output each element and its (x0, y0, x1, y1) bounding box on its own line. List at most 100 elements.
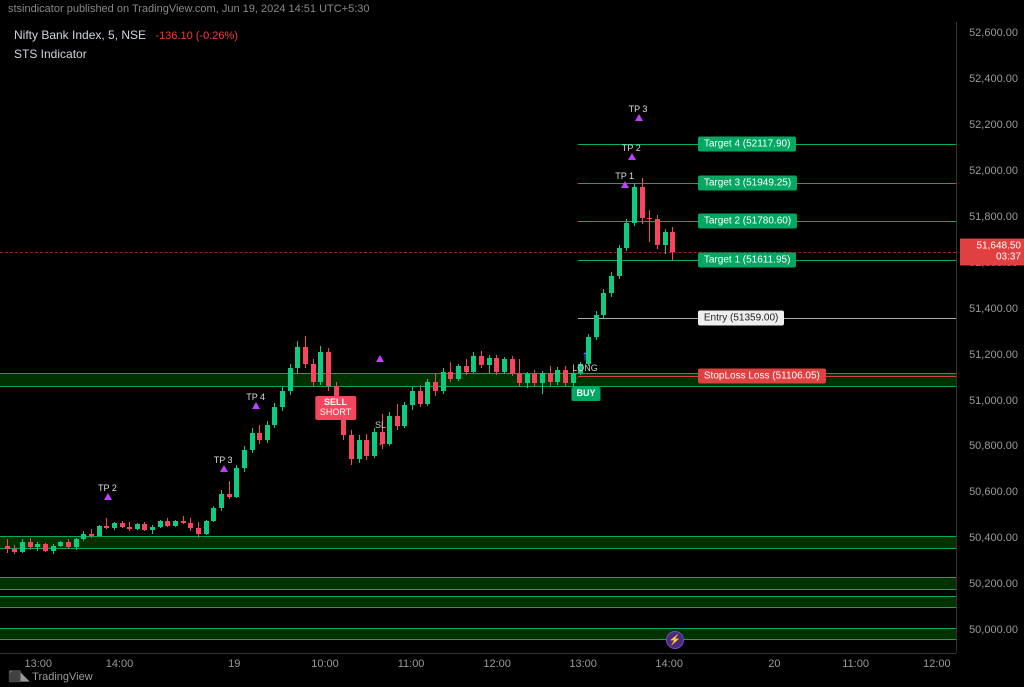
brand-text: TradingView (32, 671, 93, 683)
y-tick: 50,600.00 (958, 486, 1018, 498)
candle (257, 425, 262, 445)
candle (433, 373, 438, 396)
candle (227, 481, 232, 499)
candle (410, 387, 415, 410)
last-price-line (0, 252, 956, 253)
candle (532, 370, 537, 387)
candle (670, 227, 675, 260)
candle (418, 385, 423, 408)
candle (127, 522, 132, 531)
candle (632, 183, 637, 227)
candle (58, 541, 63, 548)
candle (120, 521, 125, 528)
published-text: published on TradingView.com, (67, 3, 219, 15)
candle (425, 379, 430, 407)
candle (181, 516, 186, 524)
candle (74, 538, 79, 549)
candle (479, 351, 484, 368)
chart-area[interactable]: Target 4 (52117.90)Target 3 (51949.25)Ta… (0, 22, 956, 653)
candle (655, 215, 660, 249)
x-tick: 19 (228, 658, 240, 670)
candle (609, 272, 614, 297)
candle (311, 359, 316, 387)
candle (395, 404, 400, 430)
x-axis[interactable]: 13:00 14:00 19 10:00 11:00 12:00 13:00 14:00 20 1… (0, 653, 956, 687)
candle (158, 520, 163, 528)
candle (219, 490, 224, 511)
publisher: stsindicator (8, 3, 64, 15)
footer-brand: ⬛◣ TradingView (8, 670, 93, 683)
level-label: Target 3 (51949.25) (698, 175, 797, 190)
candle (441, 368, 446, 393)
level-label: Entry (51359.00) (698, 311, 785, 326)
level-label: Target 2 (51780.60) (698, 214, 797, 229)
support-band (0, 577, 956, 590)
candle (112, 522, 117, 530)
x-tick: 14:00 (655, 658, 683, 670)
sell-signal: SELLSHORT (315, 396, 356, 420)
candle (494, 355, 499, 376)
candle (487, 355, 492, 373)
support-band (0, 536, 956, 549)
candle (280, 387, 285, 411)
candle (104, 518, 109, 529)
x-tick: 10:00 (311, 658, 339, 670)
y-tick: 52,200.00 (958, 119, 1018, 131)
candle (196, 522, 201, 538)
candle (12, 545, 17, 554)
candle (204, 520, 209, 535)
candle (20, 539, 25, 553)
lightning-icon: ⚡ (669, 635, 681, 646)
candle (28, 538, 33, 549)
sl-label: SL (375, 420, 386, 430)
y-tick: 51,200.00 (958, 349, 1018, 361)
candle (250, 428, 255, 453)
publish-header: stsindicator published on TradingView.co… (0, 0, 1024, 22)
candle (303, 336, 308, 368)
tv-logo-icon: ⬛◣ (8, 670, 28, 683)
candle (326, 348, 331, 392)
x-tick: 12:00 (923, 658, 951, 670)
candle (142, 522, 147, 531)
publish-date: Jun 19, 2024 14:51 UTC+5:30 (222, 3, 370, 15)
candle (471, 352, 476, 373)
candle (510, 356, 515, 377)
candle (357, 435, 362, 463)
x-tick: 11:00 (842, 658, 869, 670)
candle (242, 446, 247, 471)
candle (150, 525, 155, 534)
y-axis[interactable]: 52,600.0052,400.0052,200.0052,000.0051,8… (956, 22, 1024, 653)
x-tick: 13:00 (569, 658, 597, 670)
x-tick: 13:00 (24, 658, 52, 670)
candle (89, 529, 94, 538)
candle (640, 178, 645, 224)
y-tick: 50,400.00 (958, 532, 1018, 544)
replay-button[interactable]: ⚡ (666, 631, 684, 649)
support-band (0, 628, 956, 641)
candle (173, 520, 178, 527)
candle (66, 539, 71, 548)
candle (594, 311, 599, 340)
candle (563, 366, 568, 387)
candle (265, 421, 270, 443)
candle (51, 544, 56, 554)
candle (211, 506, 216, 522)
candle (402, 402, 407, 428)
candle (165, 518, 170, 527)
x-tick: 20 (768, 658, 780, 670)
candle (97, 525, 102, 538)
candle (318, 346, 323, 385)
candle (647, 210, 652, 242)
candle (188, 518, 193, 532)
candle (525, 372, 530, 388)
candle (502, 357, 507, 374)
y-tick: 51,400.00 (958, 303, 1018, 315)
candle (81, 531, 86, 540)
y-tick: 51,800.00 (958, 211, 1018, 223)
long-label: LONG (572, 363, 598, 373)
x-tick: 14:00 (106, 658, 134, 670)
candle (234, 465, 239, 498)
candle (135, 523, 140, 530)
x-tick: 12:00 (483, 658, 511, 670)
candle (5, 539, 10, 553)
